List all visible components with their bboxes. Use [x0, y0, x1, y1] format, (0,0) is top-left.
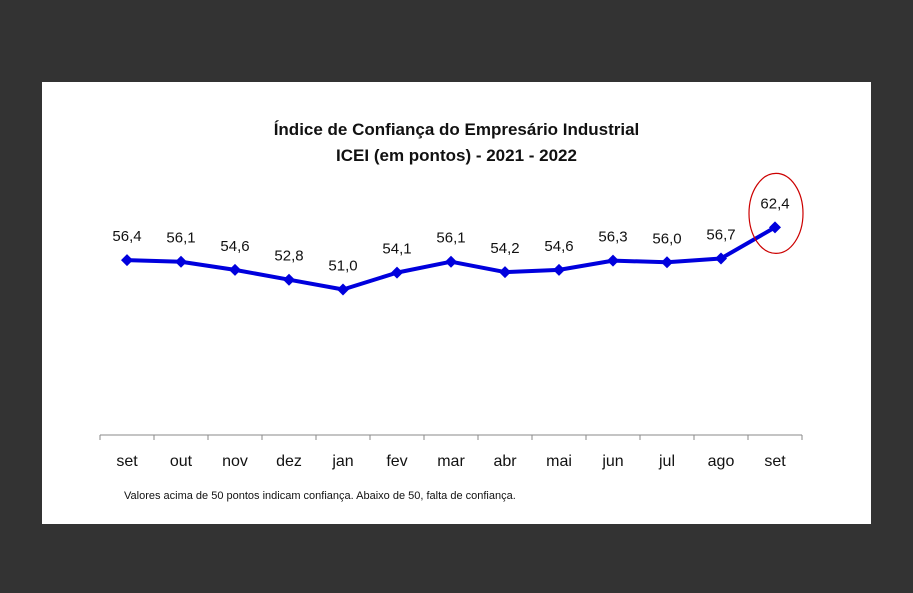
data-label: 56,3	[598, 229, 627, 246]
data-label: 56,4	[112, 228, 141, 245]
data-label: 54,6	[544, 238, 573, 255]
data-label: 54,2	[490, 240, 519, 257]
x-tick-label: dez	[276, 453, 302, 470]
data-point-marker	[553, 263, 565, 276]
data-label: 56,1	[166, 230, 195, 247]
x-tick-label: out	[170, 453, 193, 470]
data-label: 54,1	[382, 241, 411, 258]
data-point-marker	[445, 255, 457, 268]
x-tick-label: nov	[222, 453, 248, 470]
data-label: 56,7	[706, 226, 735, 243]
data-point-marker	[607, 254, 619, 267]
x-tick-label: jan	[331, 453, 353, 470]
data-point-marker	[229, 263, 241, 276]
data-label: 52,8	[274, 248, 303, 265]
x-tick-label: mar	[437, 453, 465, 470]
data-label: 62,4	[760, 195, 789, 212]
chart-title: Índice de Confiança do Empresário Indust…	[273, 120, 640, 139]
data-point-marker	[661, 256, 673, 269]
data-point-marker	[715, 252, 727, 265]
x-tick-label: jun	[601, 453, 623, 470]
data-point-marker	[121, 254, 133, 267]
data-point-marker	[769, 221, 781, 234]
x-tick-label: ago	[708, 453, 735, 470]
data-point-marker	[391, 266, 403, 279]
x-tick-label: set	[116, 453, 138, 470]
x-tick-label: fev	[386, 453, 407, 470]
data-label: 56,1	[436, 230, 465, 247]
data-point-marker	[175, 255, 187, 268]
chart-footnote: Valores acima de 50 pontos indicam confi…	[124, 490, 516, 502]
chart-card	[42, 82, 871, 524]
highlight-ellipse	[748, 172, 804, 255]
data-label: 56,0	[652, 230, 681, 247]
data-point-marker	[283, 273, 295, 286]
x-tick-label: jul	[658, 453, 675, 470]
data-label: 51,0	[328, 258, 357, 275]
x-tick-label: abr	[493, 453, 517, 470]
data-label: 54,6	[220, 238, 249, 255]
data-point-marker	[337, 283, 349, 296]
x-tick-label: set	[764, 453, 786, 470]
chart-subtitle: ICEI (em pontos) - 2021 - 2022	[336, 146, 577, 165]
data-point-marker	[499, 266, 511, 279]
x-tick-label: mai	[546, 453, 572, 470]
